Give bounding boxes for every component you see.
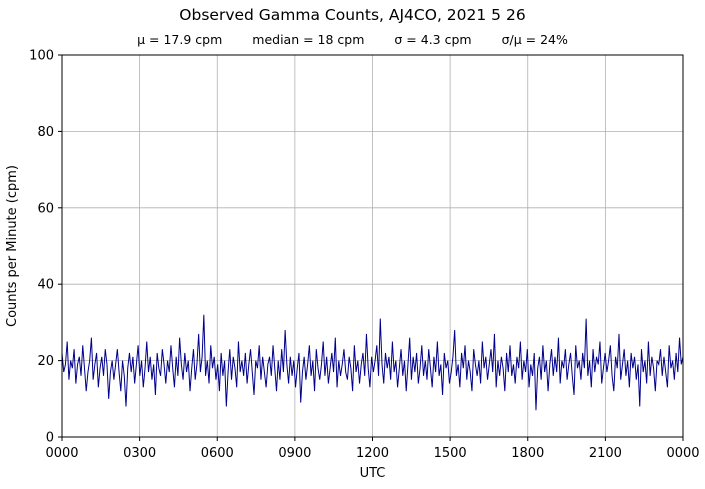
chart-title: Observed Gamma Counts, AJ4CO, 2021 5 26 — [179, 6, 526, 24]
stat-sigma: σ = 4.3 cpm — [394, 32, 472, 47]
y-tick-label: 60 — [37, 201, 54, 216]
y-tick-label: 80 — [37, 125, 54, 140]
stat-median: median = 18 cpm — [252, 32, 365, 47]
x-tick-label: 2100 — [589, 446, 622, 461]
x-tick-label: 0000 — [666, 446, 699, 461]
y-tick-label: 20 — [37, 354, 54, 369]
x-axis-label: UTC — [360, 466, 386, 481]
stat-sigma-over-mu: σ/μ = 24% — [501, 32, 568, 47]
x-tick-label: 0000 — [45, 446, 78, 461]
y-axis-label: Counts per Minute (cpm) — [5, 165, 20, 327]
x-tick-label: 1800 — [511, 446, 544, 461]
y-tick-label: 100 — [29, 49, 54, 64]
y-tick-label: 40 — [37, 278, 54, 293]
x-tick-label: 1500 — [434, 446, 467, 461]
x-tick-label: 0600 — [201, 446, 234, 461]
chart-subtitle: μ = 17.9 cpm median = 18 cpm σ = 4.3 cpm… — [0, 32, 705, 47]
y-tick-label: 0 — [46, 431, 54, 446]
x-tick-label: 0300 — [123, 446, 156, 461]
stat-mean: μ = 17.9 cpm — [137, 32, 223, 47]
data-series-line — [61, 314, 684, 411]
x-tick-label: 0900 — [278, 446, 311, 461]
x-tick-label: 1200 — [356, 446, 389, 461]
